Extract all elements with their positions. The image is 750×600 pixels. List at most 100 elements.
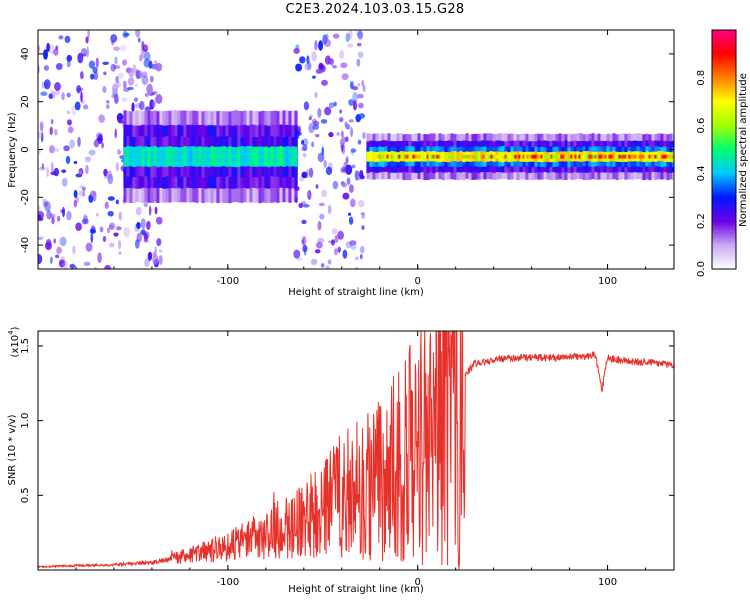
- heatmap-cell: [96, 137, 103, 142]
- heatmap-cell: [650, 154, 653, 159]
- heatmap-cell: [488, 154, 491, 159]
- heatmap-cell: [103, 71, 107, 76]
- heatmap-cell: [394, 154, 397, 159]
- heatmap-cell: [340, 130, 344, 138]
- bottom-x-ticks: -100 0 100: [37, 331, 647, 588]
- heatmap-cell: [107, 210, 114, 217]
- heatmap-cell: [294, 196, 298, 204]
- heatmap-cell: [66, 210, 72, 221]
- heatmap-cell: [622, 154, 625, 159]
- heatmap-cell: [140, 218, 146, 230]
- heatmap-cell: [534, 154, 537, 159]
- heatmap-cell: [114, 56, 118, 65]
- colorbar-ticks: 0.0 0.2 0.4 0.6 0.8: [696, 70, 707, 277]
- heatmap-cell: [295, 44, 300, 49]
- x-tick-label: 0: [415, 276, 421, 287]
- heatmap-cell: [58, 259, 66, 268]
- heatmap-cell: [42, 200, 48, 207]
- heatmap-cell: [51, 161, 54, 173]
- heatmap-cell: [510, 154, 513, 159]
- heatmap-cell: [390, 154, 393, 159]
- colorbar-tick-label: 0.6: [696, 118, 707, 134]
- heatmap-cell: [246, 146, 250, 167]
- heatmap-cell: [348, 30, 353, 40]
- heatmap-cell: [126, 146, 130, 167]
- heatmap-cell: [61, 169, 67, 173]
- heatmap-cell: [490, 154, 493, 159]
- heatmap-cell: [204, 146, 208, 167]
- heatmap-cell: [154, 246, 157, 258]
- heatmap-cell: [134, 239, 140, 249]
- heatmap-cell: [348, 98, 355, 106]
- heatmap-cell: [544, 154, 547, 159]
- heatmap-cell: [39, 121, 44, 132]
- heatmap-cell: [554, 154, 557, 159]
- heatmap-cell: [156, 238, 162, 247]
- heatmap-cell: [104, 201, 109, 210]
- heatmap-cell: [102, 85, 107, 93]
- heatmap-cell: [82, 104, 89, 110]
- heatmap-cell: [261, 146, 265, 167]
- heatmap-cell: [351, 164, 356, 169]
- heatmap-cell: [460, 154, 463, 159]
- heatmap-cell: [43, 79, 51, 90]
- heatmap-cell: [584, 154, 587, 159]
- heatmap-cell: [310, 258, 318, 266]
- heatmap-cell: [122, 80, 127, 89]
- heatmap-cell: [638, 154, 641, 159]
- heatmap-cell: [131, 102, 135, 113]
- heatmap-cell: [123, 146, 127, 168]
- heatmap-cell: [143, 51, 151, 61]
- heatmap-cell: [317, 220, 322, 231]
- heatmap-cell: [646, 154, 649, 159]
- heatmap-cell: [192, 146, 196, 167]
- y-tick-label: 20: [20, 95, 31, 108]
- heatmap-cell: [64, 35, 71, 44]
- heatmap-cell: [147, 146, 151, 168]
- heatmap-cell: [361, 225, 365, 231]
- heatmap-cell: [155, 62, 163, 72]
- heatmap-cell: [312, 124, 320, 130]
- heatmap-cell: [153, 146, 157, 167]
- heatmap-cell: [358, 113, 366, 119]
- heatmap-cell: [83, 261, 91, 267]
- heatmap-cell: [436, 154, 439, 159]
- heatmap-cell: [46, 210, 52, 220]
- heatmap-cell: [418, 154, 421, 159]
- heatmap-cell: [311, 118, 317, 124]
- heatmap-cell: [362, 131, 366, 140]
- heatmap-cell: [129, 146, 133, 167]
- heatmap-cell: [252, 146, 256, 167]
- heatmap-cell: [141, 75, 149, 85]
- heatmap-cell: [96, 212, 99, 217]
- heatmap-cell: [225, 146, 229, 167]
- heatmap-cell: [388, 154, 391, 159]
- heatmap-cell: [494, 154, 497, 159]
- heatmap-cell: [456, 154, 459, 159]
- heatmap-cell: [600, 154, 603, 159]
- heatmap-cell: [293, 249, 301, 259]
- heatmap-cell: [668, 154, 671, 159]
- heatmap-cell: [308, 167, 314, 178]
- heatmap-cell: [69, 263, 76, 269]
- heatmap-cell: [113, 46, 120, 51]
- heatmap-cell: [306, 168, 309, 179]
- heatmap-cell: [582, 154, 585, 159]
- heatmap-cell: [55, 63, 63, 70]
- heatmap-cell: [359, 245, 365, 254]
- spectrogram-panel: -100 0 100 -40 -20 0 20 40 Height of straight …: [7, 29, 675, 298]
- heatmap-cell: [386, 154, 389, 159]
- heatmap-cell: [92, 66, 98, 74]
- heatmap-cell: [612, 154, 615, 159]
- heatmap-cell: [470, 154, 473, 159]
- heatmap-cell: [552, 154, 555, 159]
- heatmap-cell: [588, 154, 591, 159]
- heatmap-cell: [135, 69, 140, 80]
- heatmap-cell: [48, 145, 55, 154]
- heatmap-cell: [550, 154, 553, 159]
- heatmap-cell: [48, 93, 53, 100]
- heatmap-cell: [422, 154, 425, 159]
- heatmap-cell: [345, 155, 349, 164]
- heatmap-cell: [318, 202, 325, 207]
- heatmap-cell: [38, 236, 43, 240]
